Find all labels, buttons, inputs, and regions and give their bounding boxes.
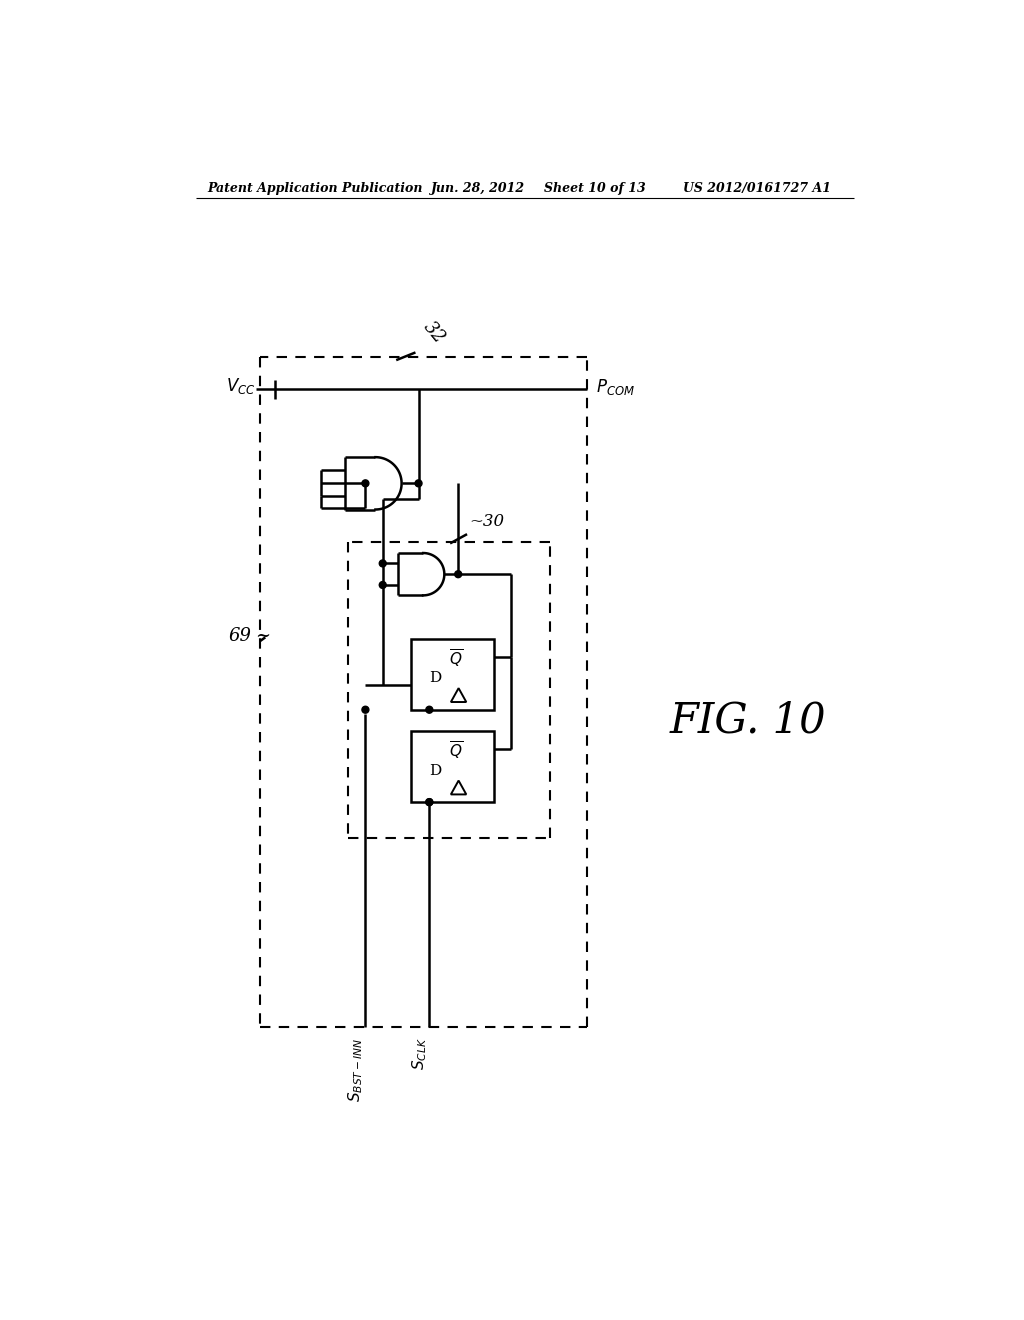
Text: 32: 32 — [419, 318, 447, 347]
Circle shape — [415, 480, 422, 487]
Text: 69: 69 — [228, 627, 252, 644]
Text: $V_{CC}$: $V_{CC}$ — [226, 376, 256, 396]
Text: $P_{COM}$: $P_{COM}$ — [596, 378, 636, 397]
Text: Sheet 10 of 13: Sheet 10 of 13 — [544, 182, 646, 194]
Circle shape — [426, 706, 433, 713]
Bar — [411, 731, 494, 803]
Text: D: D — [429, 763, 441, 777]
Circle shape — [426, 799, 433, 805]
Text: D: D — [429, 671, 441, 685]
Circle shape — [361, 706, 369, 713]
Circle shape — [361, 480, 369, 487]
Circle shape — [426, 799, 433, 805]
Text: $\overline{Q}$: $\overline{Q}$ — [450, 648, 463, 671]
Text: $S_{BST-INN}$: $S_{BST-INN}$ — [347, 1038, 366, 1102]
Circle shape — [455, 570, 462, 578]
Text: Jun. 28, 2012: Jun. 28, 2012 — [431, 182, 525, 194]
Circle shape — [379, 582, 386, 589]
Text: $\overline{Q}$: $\overline{Q}$ — [450, 741, 463, 763]
Text: US 2012/0161727 A1: US 2012/0161727 A1 — [683, 182, 831, 194]
Text: Patent Application Publication: Patent Application Publication — [208, 182, 423, 194]
Text: $S_{CLK}$: $S_{CLK}$ — [411, 1038, 429, 1071]
Text: FIG. 10: FIG. 10 — [670, 700, 826, 742]
Text: ~30: ~30 — [469, 512, 505, 529]
Polygon shape — [451, 688, 466, 702]
Text: ~: ~ — [255, 627, 270, 644]
Bar — [411, 639, 494, 710]
Polygon shape — [451, 780, 466, 795]
Circle shape — [379, 560, 386, 566]
